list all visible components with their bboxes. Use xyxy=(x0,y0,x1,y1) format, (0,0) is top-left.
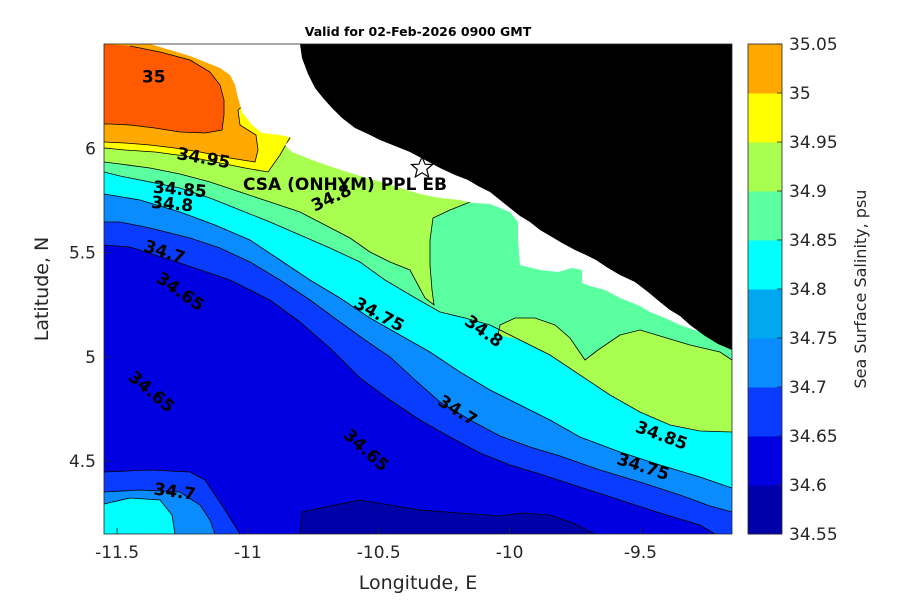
x-tick-label: -11.5 xyxy=(95,543,139,563)
contour-label: 34.85 xyxy=(152,178,207,203)
contour-line-34-85-lobe xyxy=(497,317,732,361)
y-axis: 4.5 5 5.5 6 xyxy=(69,139,110,472)
colorbar-tick-label: 34.8 xyxy=(789,280,827,300)
colorbar-tick-label: 34.9 xyxy=(789,182,827,202)
colorbar-tick-label: 34.55 xyxy=(789,525,838,545)
x-tick-label: -10 xyxy=(496,543,524,563)
colorbar-segment xyxy=(748,240,782,290)
contour-label: 34.8 xyxy=(150,193,194,217)
map-frame xyxy=(103,43,733,535)
x-tick-label: -10.5 xyxy=(357,543,401,563)
colorbar-segment xyxy=(748,44,782,94)
contour-line-34-7 xyxy=(104,221,732,513)
x-tick-label: -9.5 xyxy=(624,543,657,563)
colorbar-segment xyxy=(748,289,782,339)
band-34-55-34-6 xyxy=(300,500,595,534)
contour-line-34-6 xyxy=(299,499,596,534)
colorbar-tick-label: 34.7 xyxy=(789,378,827,398)
map-area xyxy=(104,44,732,534)
band-34-85-34-9-lobe xyxy=(498,318,732,432)
colorbar-segment xyxy=(748,485,782,535)
colorbar-tick-label: 34.6 xyxy=(789,476,827,496)
station-marker: CSA (ONHYM) PPL EB xyxy=(243,155,447,195)
colorbar-segment xyxy=(748,191,782,241)
x-tick-label: -11 xyxy=(234,543,262,563)
contour-label: 35 xyxy=(142,67,166,87)
contour-line-34-65 xyxy=(104,244,716,534)
station-label: CSA (ONHYM) PPL EB xyxy=(243,175,447,195)
colorbar-segment xyxy=(748,93,782,143)
colorbar-segment xyxy=(748,436,782,486)
y-tick-label: 6 xyxy=(85,139,96,159)
colorbar-tick-label: 34.65 xyxy=(789,427,838,447)
land-mass xyxy=(300,44,732,350)
contour-line-34-65-sw xyxy=(104,469,241,534)
colorbar-label: Sea Surface Salinity, psu xyxy=(851,190,870,389)
colorbar-tick-label: 34.95 xyxy=(789,133,838,153)
y-tick-label: 4.5 xyxy=(69,452,96,472)
y-tick-label: 5 xyxy=(85,348,96,368)
contour-line-34-95 xyxy=(104,99,259,163)
contour-line-34-8 xyxy=(104,171,732,433)
colorbar-segment xyxy=(748,142,782,192)
contour-line-34-75-sw xyxy=(104,497,176,534)
colorbar: 34.55 34.6 34.65 34.7 34.75 34.8 34.85 34.9 34.9… xyxy=(747,35,838,545)
contour-line-34-7-sw xyxy=(104,489,216,534)
star-icon xyxy=(409,155,435,179)
y-axis-label: Latitude, N xyxy=(31,237,53,342)
contour-line-35 xyxy=(104,45,225,134)
map-title: Valid for 02-Feb-2026 0900 GMT xyxy=(305,24,532,39)
band-34-75-34-8-sw xyxy=(104,498,175,534)
colorbar-tick-label: 34.85 xyxy=(789,231,838,251)
x-axis-label: Longitude, E xyxy=(359,572,478,594)
colorbar-segment xyxy=(748,338,782,388)
y-tick-label: 5.5 xyxy=(69,244,96,264)
x-axis: -11.5 -11 -10.5 -10 -9.5 xyxy=(95,528,657,563)
colorbar-tick-label: 34.75 xyxy=(789,329,838,349)
contour-line-34-75 xyxy=(104,193,732,489)
colorbar-segment xyxy=(748,387,782,437)
colorbar-tick-label: 35.05 xyxy=(789,35,838,55)
band-35-35-05 xyxy=(104,44,224,133)
colorbar-tick-label: 35 xyxy=(789,84,811,104)
